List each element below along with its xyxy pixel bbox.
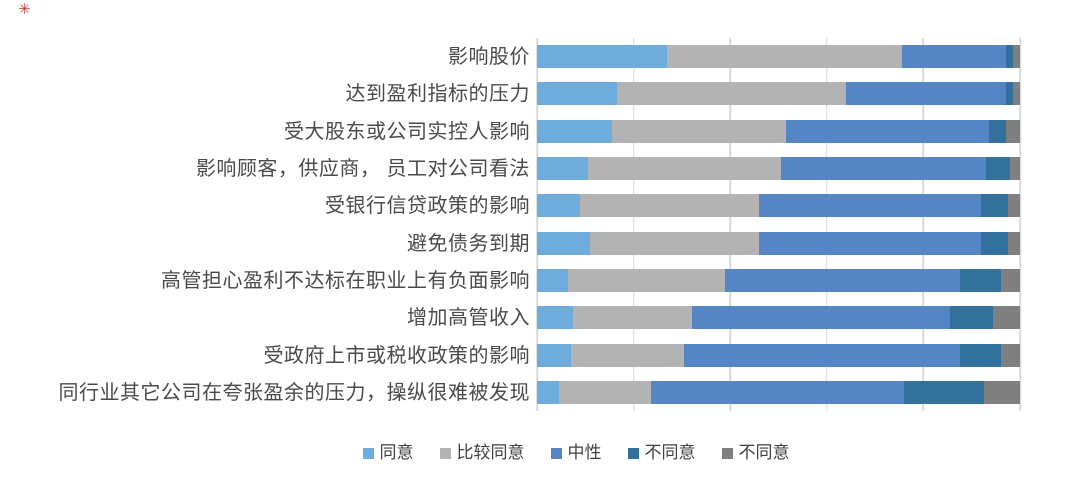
bar-segment xyxy=(611,119,786,143)
bar-row xyxy=(537,306,1020,330)
legend-label: 不同意 xyxy=(644,443,696,462)
bar-segment xyxy=(1010,157,1021,181)
bar-segment xyxy=(759,194,982,218)
bar-segment xyxy=(959,268,1001,292)
legend-label: 比较同意 xyxy=(456,443,525,462)
bar-segment xyxy=(568,268,726,292)
bar-segment xyxy=(590,231,760,255)
category-label: 高管担心盈利不达标在职业上有负面影响 xyxy=(161,269,530,292)
bar-segment xyxy=(988,119,1006,143)
gridlines xyxy=(536,38,1021,411)
legend-item: 比较同意 xyxy=(439,443,525,463)
legend-label: 同意 xyxy=(379,443,414,462)
bar-segment xyxy=(570,343,685,367)
gridline xyxy=(729,38,731,411)
bar-segment xyxy=(537,380,559,404)
category-label: 受大股东或公司实控人影响 xyxy=(284,120,530,143)
bar-segment xyxy=(785,119,989,143)
bar-segment xyxy=(1000,343,1020,367)
bar-segment xyxy=(537,119,612,143)
legend-item: 中性 xyxy=(550,443,602,463)
category-label: 增加高管收入 xyxy=(407,307,530,330)
category-label: 受政府上市或税收政策的影响 xyxy=(263,344,530,367)
category-label: 影响顾客，供应商， 员工对公司看法 xyxy=(195,158,530,181)
bar-segment xyxy=(981,231,1008,255)
bar-row xyxy=(537,157,1021,181)
bar-segment xyxy=(558,380,651,404)
bar-segment xyxy=(759,231,982,255)
bar-row xyxy=(537,82,1020,106)
legend-swatch-icon xyxy=(721,447,733,459)
bar-segment xyxy=(1005,45,1013,69)
bar-segment xyxy=(573,306,692,330)
bar-row xyxy=(537,45,1020,69)
bar-segment xyxy=(949,306,994,330)
bar-segment xyxy=(993,306,1020,330)
legend: 同意 比较同意 中性 不同意 不同意 xyxy=(72,441,1080,465)
bar-segment xyxy=(986,157,1011,181)
bar-segment xyxy=(537,231,591,255)
bar-segment xyxy=(691,306,950,330)
bar-segment xyxy=(904,380,984,404)
bar-row xyxy=(537,380,1020,404)
bar-segment xyxy=(725,268,960,292)
gridline xyxy=(536,38,538,411)
legend-swatch-icon xyxy=(362,447,374,459)
bar-segment xyxy=(901,45,1006,69)
legend-item: 不同意 xyxy=(627,443,696,463)
bar-segment xyxy=(846,82,1006,106)
bar-segment xyxy=(537,194,581,218)
bar-segment xyxy=(1007,231,1020,255)
legend-label: 不同意 xyxy=(738,443,790,462)
gridline xyxy=(1019,38,1021,411)
bar-row xyxy=(537,119,1020,143)
gridline xyxy=(826,38,828,411)
bar-segment xyxy=(650,380,905,404)
bar-segment xyxy=(537,343,571,367)
bar-segment xyxy=(667,45,902,69)
bar-segment xyxy=(537,268,569,292)
bar-segment xyxy=(1005,82,1013,106)
bar-row xyxy=(537,231,1020,255)
bar-segment xyxy=(616,82,847,106)
bar-segment xyxy=(537,45,668,69)
gridline xyxy=(632,38,635,411)
bar-segment xyxy=(684,343,960,367)
bar-row xyxy=(537,268,1020,292)
bar-segment xyxy=(981,194,1008,218)
bar-row xyxy=(537,343,1020,367)
bar-segment xyxy=(959,343,1001,367)
bar-segment xyxy=(1000,268,1020,292)
category-label: 达到盈利指标的压力 xyxy=(345,83,530,106)
bar-segment xyxy=(983,380,1020,404)
legend-label: 中性 xyxy=(567,443,602,462)
category-label: 影响股价 xyxy=(448,46,530,69)
bar-rows xyxy=(537,38,1021,411)
plot-area xyxy=(536,38,1021,411)
bar-segment xyxy=(780,157,987,181)
legend-item: 不同意 xyxy=(721,443,790,463)
category-label: 受银行信贷政策的影响 xyxy=(325,195,530,218)
gridline xyxy=(922,38,925,411)
bar-row xyxy=(537,194,1020,218)
bar-segment xyxy=(587,157,781,181)
bar-segment xyxy=(537,157,588,181)
bar-segment xyxy=(1005,119,1020,143)
legend-item: 同意 xyxy=(362,443,414,463)
category-label: 同行业其它公司在夸张盈余的压力，操纵很难被发现 xyxy=(58,381,530,404)
bar-segment xyxy=(1007,194,1020,218)
bar-segment xyxy=(580,194,760,218)
bar-segment xyxy=(1012,45,1020,69)
legend-swatch-icon xyxy=(439,447,451,459)
bar-segment xyxy=(537,306,574,330)
bar-segment xyxy=(537,82,617,106)
red-corner-mark: ✳ xyxy=(18,1,31,18)
bar-segment xyxy=(1012,82,1020,106)
legend-swatch-icon xyxy=(627,447,639,459)
legend-swatch-icon xyxy=(550,447,562,459)
category-label: 避免债务到期 xyxy=(407,232,530,255)
category-axis-labels: 影响股价达到盈利指标的压力受大股东或公司实控人影响影响顾客，供应商， 员工对公司… xyxy=(0,38,530,411)
